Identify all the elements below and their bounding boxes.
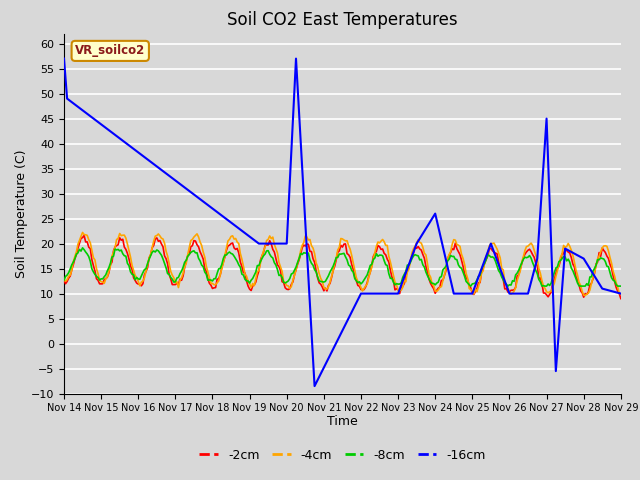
X-axis label: Time: Time bbox=[327, 415, 358, 428]
Legend: -2cm, -4cm, -8cm, -16cm: -2cm, -4cm, -8cm, -16cm bbox=[194, 444, 491, 467]
Text: VR_soilco2: VR_soilco2 bbox=[75, 44, 145, 58]
Y-axis label: Soil Temperature (C): Soil Temperature (C) bbox=[15, 149, 28, 278]
Title: Soil CO2 East Temperatures: Soil CO2 East Temperatures bbox=[227, 11, 458, 29]
